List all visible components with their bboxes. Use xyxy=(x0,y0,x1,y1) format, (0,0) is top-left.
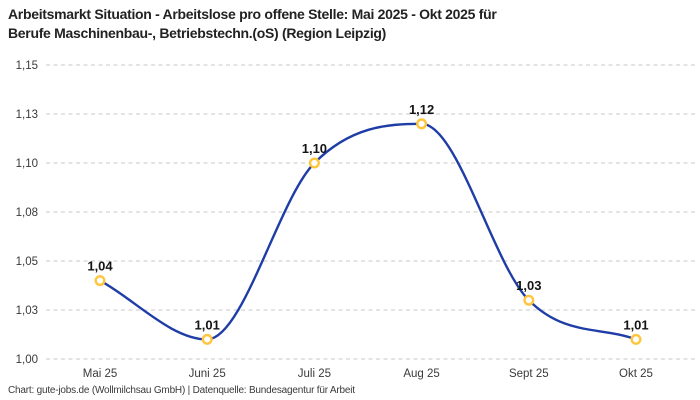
x-axis-tick-label: Mai 25 xyxy=(83,368,118,380)
x-axis-tick-label: Juni 25 xyxy=(189,368,226,380)
line-chart-svg: 1,00 1,03 1,05 1,08 1,10 1,13 1,15 Mai 25 Juni 2… xyxy=(16,60,698,380)
y-axis-tick-label: 1,08 xyxy=(16,207,38,219)
x-axis-tick-label: Juli 25 xyxy=(298,368,331,380)
data-point-label: 1,10 xyxy=(302,141,327,156)
y-axis-tick-label: 1,13 xyxy=(16,109,38,121)
data-point-marker xyxy=(630,333,642,345)
chart-title-line2: Berufe Maschinenbau-, Betriebstechn.(oS)… xyxy=(8,25,387,41)
y-axis-tick-label: 1,15 xyxy=(16,60,38,72)
chart-title-line1: Arbeitsmarkt Situation - Arbeitslose pro… xyxy=(8,6,497,22)
y-axis-tick-label: 1,03 xyxy=(16,305,38,317)
data-point-marker xyxy=(308,157,320,169)
chart-attribution: Chart: gute-jobs.de (Wollmilchsau GmbH) … xyxy=(8,385,355,396)
x-axis-tick-label: Aug 25 xyxy=(403,368,439,380)
x-axis-tick-label: Okt 25 xyxy=(619,368,653,380)
data-point-marker xyxy=(523,294,535,306)
data-point-label: 1,01 xyxy=(195,317,220,332)
data-point-label: 1,03 xyxy=(516,278,541,293)
chart-title: Arbeitsmarkt Situation - Arbeitslose pro… xyxy=(8,5,692,43)
data-point-marker xyxy=(201,333,213,345)
x-axis-tick-label: Sept 25 xyxy=(509,368,549,380)
data-point-label: 1,12 xyxy=(409,102,434,117)
data-point-label: 1,01 xyxy=(623,317,648,332)
y-axis-tick-label: 1,10 xyxy=(16,158,38,170)
data-point-marker xyxy=(94,275,106,287)
data-series-line xyxy=(98,122,638,341)
y-axis-tick-label: 1,00 xyxy=(16,354,38,366)
y-axis-tick-label: 1,05 xyxy=(16,256,38,268)
data-point-marker xyxy=(416,118,428,130)
data-point-label: 1,04 xyxy=(87,259,113,274)
